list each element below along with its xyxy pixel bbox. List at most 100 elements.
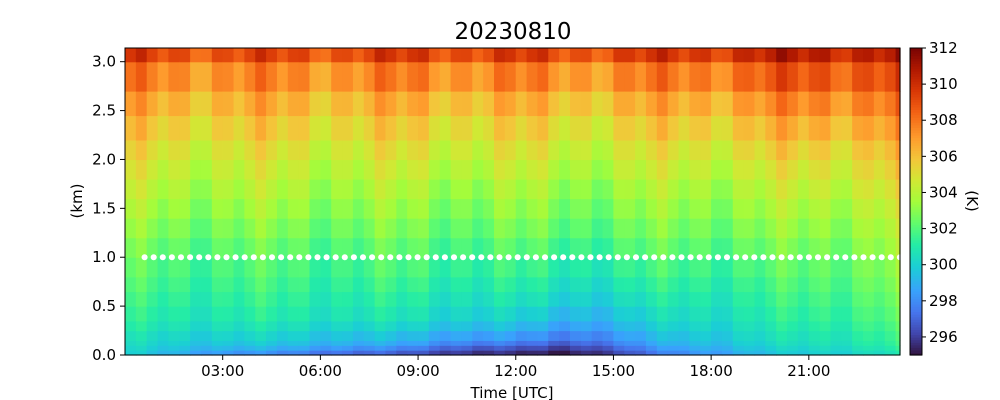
heatmap-cell [233,115,245,141]
heatmap-cell [222,159,235,180]
heatmap-cell [255,159,267,180]
heatmap-cell [342,345,354,351]
heatmap-cell [667,291,680,307]
heatmap-cell [352,330,365,341]
heatmap-cell [200,179,213,200]
colorbar-segment [910,308,922,313]
heatmap-cell [211,91,224,117]
colorbar-segment [910,224,922,228]
heatmap-cell [787,115,799,141]
heatmap-cell [461,159,473,180]
heatmap-cell [135,48,148,63]
heatmap-cell [309,198,321,219]
heatmap-cell [125,218,137,239]
heatmap-cell [450,179,463,200]
heatmap-cell [841,276,853,293]
heatmap-cell [255,61,267,92]
heatmap-cell [765,139,777,161]
heatmap-cell [613,340,625,346]
colorbar-segment [910,99,922,103]
heatmap-cell [873,48,886,63]
heatmap-cell [200,218,213,239]
heatmap-cell [548,330,560,341]
colorbar-segment [910,234,922,238]
heatmap-cell [863,218,875,239]
heatmap-cell [797,257,810,278]
heatmap-cell [548,61,560,92]
heatmap-cell [765,48,777,63]
heatmap-cell [819,350,832,356]
heatmap-cell [895,306,901,322]
heatmap-cell [472,139,484,161]
x-axis-label: Time [UTC] [470,384,554,400]
heatmap-cell [580,198,593,219]
heatmap-cell [819,330,832,341]
heatmap-cell [450,330,463,341]
heatmap-cell [678,340,690,346]
heatmap-cell [222,61,235,92]
heatmap-cell [678,345,690,351]
heatmap-cell [233,198,245,219]
heatmap-cell [504,139,517,161]
heatmap-cell [602,340,614,346]
heatmap-cell [624,257,636,278]
heatmap-cell [352,91,365,117]
heatmap-cell [298,340,311,346]
heatmap-cell [179,61,191,92]
heatmap-cell [418,198,430,219]
heatmap-cell [721,237,734,258]
heatmap-cell [765,345,777,351]
heatmap-cell [494,61,506,92]
heatmap-cell [135,257,148,278]
heatmap-cell [298,115,311,141]
heatmap-cell [418,237,430,258]
colorbar-segment [910,280,922,284]
y-axis: 0.00.51.01.52.02.53.0 [92,53,125,364]
heatmap-cell [309,320,321,332]
heatmap-cell [548,237,560,258]
heatmap-cell [461,198,473,219]
heatmap-cell [863,330,875,341]
heatmap-cell [743,237,756,258]
heatmap-cell [266,48,278,63]
heatmap-cell [873,257,886,278]
heatmap-cell [602,237,614,258]
heatmap-cell [624,159,636,180]
heatmap-cell [852,237,864,258]
heatmap-cell [439,159,452,180]
heatmap-cell [689,61,701,92]
heatmap-cell [548,218,560,239]
heatmap-cell [428,115,441,141]
heatmap-cell [841,237,853,258]
heatmap-cell [580,330,593,341]
heatmap-cell [385,139,397,161]
heatmap-cell [776,159,788,180]
heatmap-cell [841,306,853,322]
heatmap-cell [624,115,636,141]
heatmap-cell [407,61,419,92]
heatmap-cell [787,350,799,356]
heatmap-cell [352,350,365,356]
heatmap-cell [732,91,745,117]
heatmap-cell [689,257,701,278]
heatmap-cell [255,340,267,346]
heatmap-cell [732,257,745,278]
heatmap-cell [331,159,343,180]
colorbar-segment [910,237,922,241]
heatmap-cell [667,340,680,346]
heatmap-cell [309,179,321,200]
heatmap-cell [569,330,582,341]
colorbar-segment [910,262,922,267]
heatmap-cell [721,330,734,341]
heatmap-cell [255,218,267,239]
heatmap-cell [797,350,810,356]
heatmap-cell [754,306,766,322]
heatmap-cell [407,179,419,200]
x-tick-label: 09:00 [396,362,439,380]
colorbar-tick-label: 304 [929,183,958,201]
heatmap-cell [559,345,571,351]
heatmap-cell [711,340,723,346]
heatmap-cell [418,179,430,200]
heatmap-cell [472,179,484,200]
heatmap-cell [352,179,365,200]
